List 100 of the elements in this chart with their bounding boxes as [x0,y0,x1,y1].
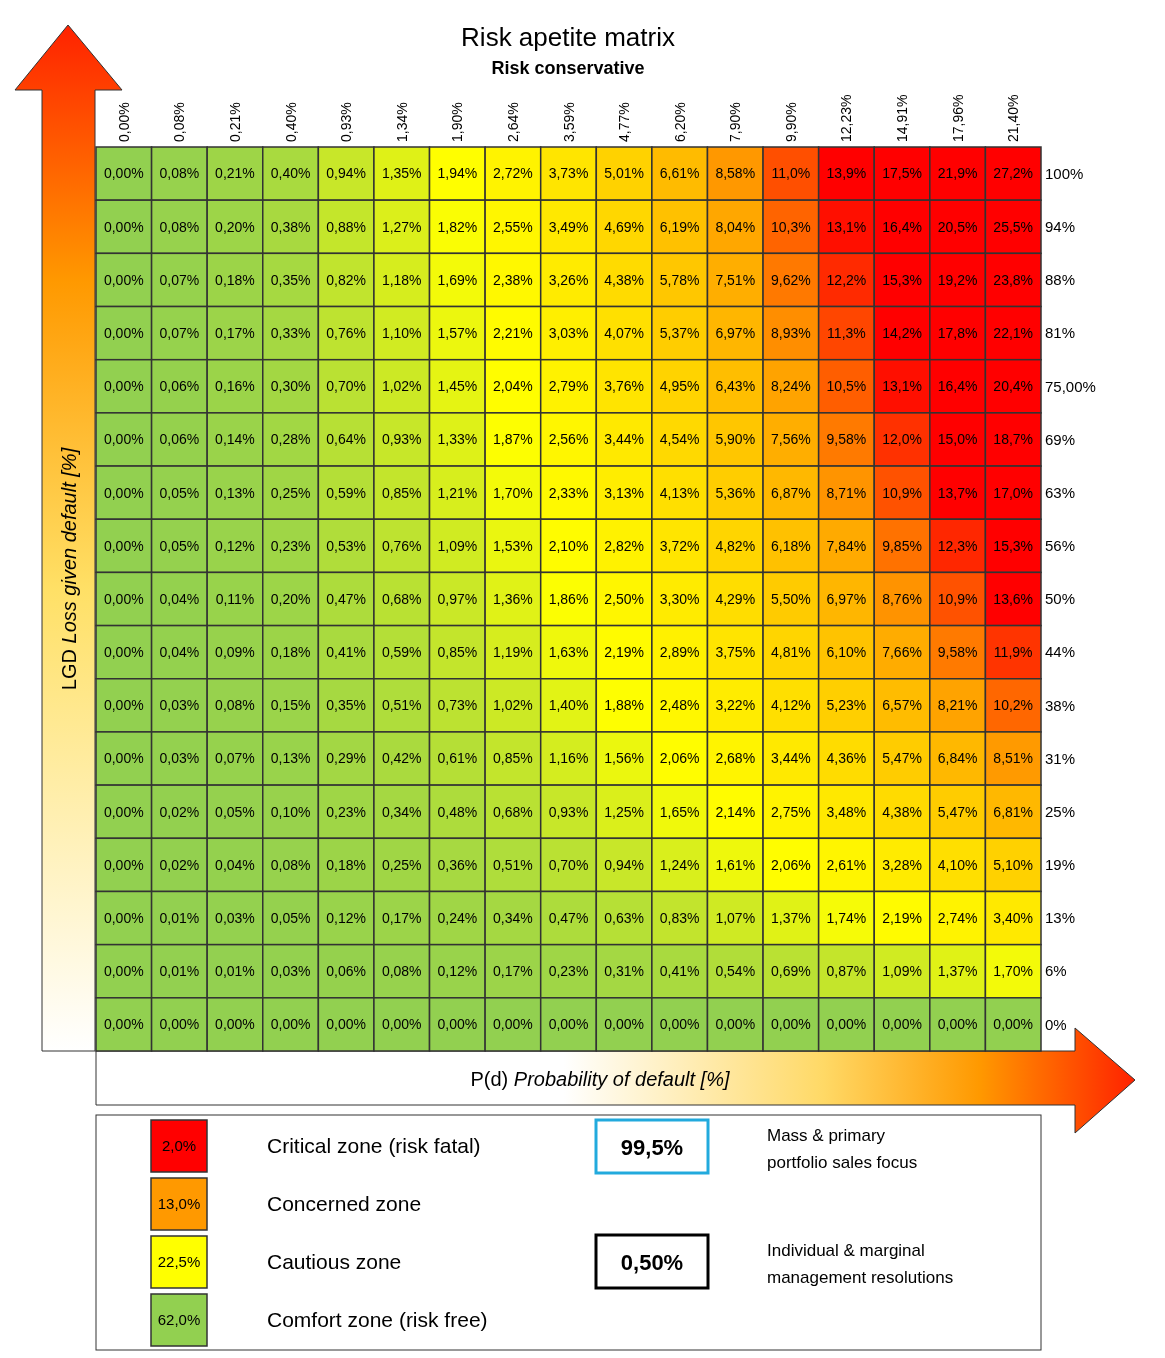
data-label: 6,43% [715,378,756,395]
data-label: 4,95% [659,378,700,395]
data-label: 0,36% [437,856,478,873]
data-label: 1,86% [548,590,589,607]
data-label: 1,45% [437,378,478,395]
data-label: 0,41% [326,644,366,661]
data-label: 0,17% [381,909,422,926]
data-label: 1,87% [493,431,533,448]
data-label: 6,81% [993,803,1034,820]
data-label: 0,00% [604,1016,644,1033]
data-label: 0,08% [270,856,311,873]
data-label: 0,51% [493,856,533,873]
data-label: 0,47% [548,909,589,926]
text: 99,5% [620,1134,684,1160]
y-tick-label: 81% [1045,324,1076,342]
data-label: 0,00% [103,590,144,607]
data-label: 0,17% [215,325,255,342]
data-label: 0,21% [215,165,255,182]
data-label: 1,09% [882,963,922,980]
y-tick-label: 50% [1045,590,1076,608]
data-label: 4,29% [715,590,756,607]
data-label: 2,19% [604,644,644,661]
data-label: 0,68% [381,590,422,607]
data-label: 0,07% [159,325,200,342]
data-label: 0,00% [103,325,144,342]
x-tick-label: 6,20% [671,102,688,142]
data-label: 0,25% [270,484,311,501]
data-label: 3,26% [548,271,589,288]
data-label: 1,53% [493,537,533,554]
data-label: 3,73% [548,165,589,182]
data-label: 2,75% [771,803,811,820]
x-tick-label: 0,40% [282,102,299,142]
data-label: 0,00% [437,1016,478,1033]
x-tick-label: 0,08% [171,102,188,142]
x-tick-label: 0,00% [115,102,132,142]
text: 13,0% [157,1195,201,1213]
data-label: 6,19% [659,218,700,235]
data-label: 1,10% [381,325,422,342]
data-label: 0,20% [270,590,311,607]
data-label: 5,50% [771,590,811,607]
data-label: 8,24% [771,378,811,395]
data-label: 17,0% [993,484,1034,501]
data-label: 5,23% [826,697,867,714]
data-label: 0,00% [103,218,144,235]
text: 0,50% [620,1249,684,1275]
data-label: 2,68% [715,750,756,767]
data-label: 27,2% [993,165,1034,182]
data-label: 0,20% [215,218,255,235]
data-label: 0,15% [270,697,311,714]
data-label: 11,3% [827,325,866,342]
data-label: 5,90% [715,431,756,448]
data-label: 3,03% [548,325,589,342]
data-label: 0,82% [326,271,366,288]
data-label: 12,0% [882,431,922,448]
data-label: 1,70% [993,963,1034,980]
data-label: 0,03% [215,909,255,926]
y-tick-label: 25% [1045,802,1076,820]
data-label: 0,73% [437,697,478,714]
data-label: 0,48% [437,803,478,820]
data-label: 1,82% [437,218,478,235]
data-label: 0,34% [381,803,422,820]
data-label: 15,0% [937,431,978,448]
data-label: 3,49% [548,218,589,235]
data-label: 5,47% [882,750,922,767]
data-label: 16,4% [937,378,978,395]
data-label: 0,00% [103,1016,144,1033]
data-label: 0,00% [103,484,144,501]
data-label: 0,35% [326,697,366,714]
data-label: 0,42% [381,750,422,767]
y-tick-label: 56% [1045,537,1076,555]
data-label: 0,02% [159,856,200,873]
data-label: 3,28% [882,856,922,873]
data-label: 0,00% [326,1016,366,1033]
data-label: 0,18% [270,644,311,661]
data-label: 3,44% [771,750,811,767]
data-label: 2,06% [771,856,811,873]
data-label: 0,07% [215,750,255,767]
data-label: 0,61% [437,750,478,767]
data-label: 0,00% [826,1016,867,1033]
data-label: 8,93% [771,325,811,342]
data-label: 0,59% [381,644,422,661]
data-label: 0,87% [826,963,867,980]
data-label: 0,59% [326,484,366,501]
data-label: 9,58% [937,644,978,661]
data-label: 11,9% [993,644,1033,661]
data-label: 21,9% [937,165,978,182]
data-label: 14,2% [882,325,922,342]
data-label: 0,06% [159,378,200,395]
data-label: 0,01% [159,963,200,980]
data-label: 0,00% [493,1016,533,1033]
data-label: 18,7% [993,431,1034,448]
data-label: 0,03% [159,697,200,714]
data-label: 0,70% [548,856,589,873]
data-label: 0,76% [326,325,366,342]
data-label: 0,04% [159,590,200,607]
data-label: 1,40% [548,697,589,714]
data-label: 1,70% [493,484,533,501]
text: 62,0% [157,1311,201,1329]
data-label: 1,61% [715,856,756,873]
data-label: 0,85% [437,644,478,661]
